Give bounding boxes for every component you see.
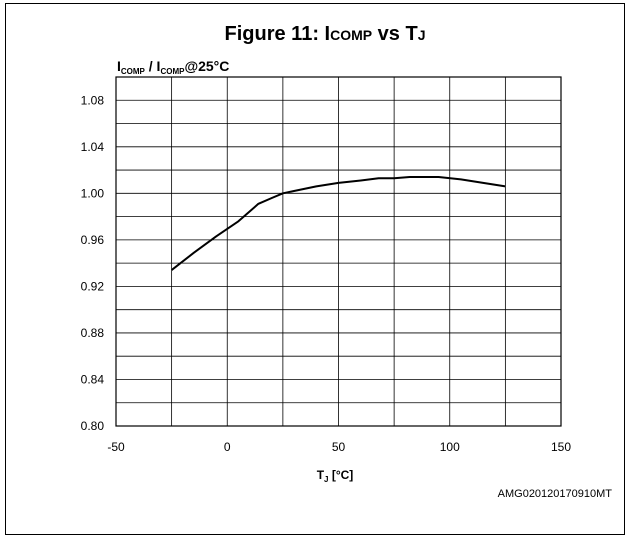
title-part-vs: vs T (372, 23, 418, 45)
plot-area-border (115, 76, 562, 427)
grid-layer (115, 76, 562, 427)
y-tick-label: 1.00 (81, 186, 105, 200)
y-tick-label: 0.92 (81, 279, 105, 293)
ylabel-part-sub1: COMP (121, 67, 146, 76)
title-part-sub-j: J (418, 27, 426, 43)
ylabel-part-sub2: COMP (160, 67, 185, 76)
xlabel-part-sub: J (324, 475, 328, 484)
figure-code: AMG020120170910MT (498, 488, 613, 500)
y-tick-label: 0.96 (81, 233, 105, 247)
chart-title: Figure 11: ICOMP vs TJ (225, 23, 426, 45)
ylabel-part-i1: I (117, 58, 121, 74)
y-axis-label: ICOMP / ICOMP@25°C (117, 58, 229, 76)
title-part-main: Figure 11: I (225, 23, 331, 45)
x-axis-label: TJ [°C] (317, 468, 354, 484)
x-tick-label: 150 (551, 440, 571, 454)
series-layer (170, 176, 506, 271)
ylabel-part-ref: @25°C (184, 58, 229, 74)
xlabel-part-t: T (317, 468, 325, 482)
ylabel-part-slash: / I (145, 58, 161, 74)
figure-frame (5, 3, 625, 535)
y-tick-label: 0.88 (81, 326, 105, 340)
title-part-sub-comp: COMP (330, 27, 372, 43)
y-tick-label: 0.80 (81, 419, 105, 433)
x-tick-label: 100 (440, 440, 460, 454)
x-tick-label: 50 (332, 440, 346, 454)
x-tick-label: -50 (107, 440, 125, 454)
xlabel-part-unit: [°C] (329, 468, 354, 482)
y-tick-label: 0.84 (81, 372, 105, 386)
series-line (170, 176, 506, 271)
y-tick-label: 1.04 (81, 140, 105, 154)
tick-label-layer: 0.80 0.84 0.88 0.92 0.96 1.00 1.04 1.08 -50 0 50 10… (81, 93, 572, 454)
y-tick-label: 1.08 (81, 93, 105, 107)
x-tick-label: 0 (224, 440, 231, 454)
